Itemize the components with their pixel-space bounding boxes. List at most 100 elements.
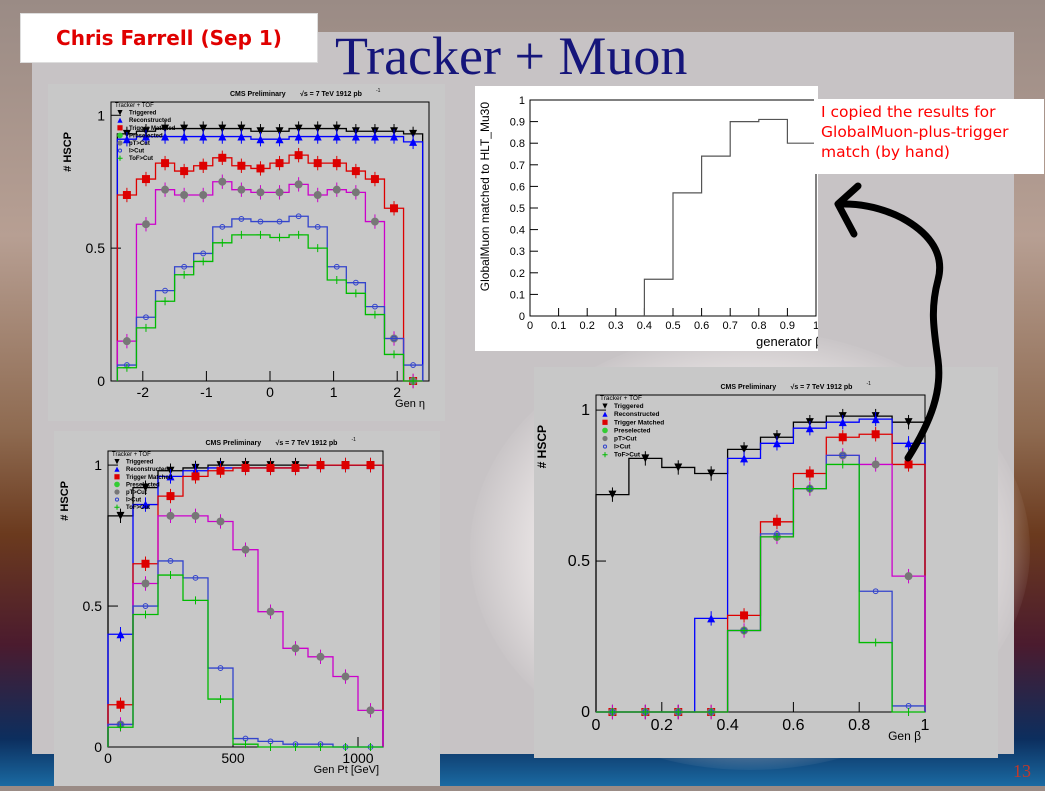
point-reconstructed (390, 132, 399, 141)
point-tof-cut (707, 708, 716, 716)
point-triggered (602, 403, 608, 409)
point-trigger-matched (602, 419, 608, 425)
plot-energy: √s = 7 TeV 1912 pb (276, 439, 338, 447)
point-triggered (707, 469, 716, 478)
point-reconstructed (161, 132, 170, 141)
point-reconstructed (370, 132, 379, 141)
x-tick-label: 0.6 (694, 320, 709, 332)
y-tick-label: 0.5 (86, 240, 106, 256)
point-pt-cut (256, 188, 265, 197)
y-axis-label: GlobalMuon matched to HLT_Mu30 (478, 102, 492, 292)
point-i-cut (192, 574, 199, 581)
point-triggered (116, 511, 125, 520)
point-i-cut (114, 497, 120, 502)
point-i-cut (143, 314, 149, 321)
histo-tof-cut (107, 574, 383, 748)
legend-title: Tracker + TOF (112, 452, 151, 458)
point-tof-cut (191, 596, 200, 605)
point-triggered (161, 124, 170, 133)
point-triggered (740, 445, 749, 454)
point-trigger-matched (122, 191, 131, 199)
x-tick-label: 2 (393, 384, 401, 400)
histo-i-cut (107, 560, 383, 748)
point-reconstructed (114, 466, 120, 472)
eta-plot: CMS Preliminary √s = 7 TeV 1912 pb -1 0 0.5 1… (48, 84, 445, 421)
point-tof-cut (122, 363, 131, 372)
point-pt-cut (180, 191, 189, 199)
point-reconstructed (256, 135, 265, 144)
point-trigger-matched (141, 175, 150, 184)
point-triggered (608, 490, 617, 499)
point-reconstructed (332, 132, 341, 141)
point-reconstructed (275, 135, 284, 144)
x-tick-label: 0.2 (580, 320, 595, 332)
point-triggered (313, 124, 322, 133)
x-tick-label: 0 (592, 717, 601, 734)
point-reconstructed (602, 411, 608, 417)
point-tof-cut (275, 233, 284, 242)
point-pt-cut (114, 489, 120, 495)
pt-plot-canvas: CMS Preliminary √s = 7 TeV 1912 pb -1 0 0.5 1… (59, 437, 384, 776)
point-reconstructed (772, 439, 781, 448)
point-trigger-matched (294, 151, 303, 160)
point-i-cut (181, 263, 188, 270)
point-reconstructed (838, 418, 847, 427)
point-trigger-matched (266, 463, 275, 472)
y-tick-label: 1 (94, 457, 102, 473)
point-i-cut (839, 452, 846, 459)
point-tof-cut (161, 297, 170, 306)
point-trigger-matched (275, 159, 284, 168)
y-tick-label: 0 (94, 739, 102, 755)
point-tof-cut (370, 310, 379, 319)
legend-entry: ToF>Cut (614, 452, 641, 459)
arrow-stroke (840, 200, 944, 462)
y-tick-label: 0.3 (510, 246, 525, 258)
point-i-cut (162, 287, 168, 294)
point-triggered (275, 127, 284, 136)
point-tof-cut (166, 571, 175, 580)
point-pt-cut (904, 572, 913, 581)
point-reconstructed (740, 454, 749, 463)
plot-energy-exp: -1 (376, 88, 381, 94)
y-tick-label: 0.8 (510, 138, 525, 150)
point-trigger-matched (191, 472, 200, 481)
point-tof-cut (871, 638, 880, 647)
point-tof-cut (114, 504, 120, 510)
point-tof-cut (772, 532, 781, 541)
histo-tof-cut (596, 463, 925, 713)
hand-drawn-arrow (834, 182, 944, 462)
point-triggered (180, 124, 189, 133)
point-tof-cut (256, 230, 265, 239)
plot-energy-exp: -1 (352, 437, 357, 443)
point-trigger-matched (256, 164, 265, 173)
point-pt-cut (237, 185, 246, 194)
annotation-text: I copied the results for GlobalMuon-plus… (821, 103, 1009, 161)
point-tof-cut (117, 155, 123, 161)
point-triggered (237, 124, 246, 133)
point-triggered (117, 110, 123, 116)
point-triggered (256, 127, 265, 136)
plot-energy: √s = 7 TeV 1912 pb (791, 383, 853, 391)
x-tick-label: 0.6 (782, 717, 804, 734)
point-tof-cut (740, 626, 749, 635)
point-reconstructed (141, 132, 150, 141)
point-tof-cut (805, 484, 814, 493)
point-tof-cut (332, 276, 341, 285)
legend-entry: pT>Cut (614, 436, 637, 443)
point-i-cut (295, 213, 302, 220)
point-pt-cut (275, 188, 284, 197)
x-tick-label: 1 (921, 717, 930, 734)
y-tick-label: 0.5 (568, 553, 590, 570)
point-i-cut (333, 263, 340, 270)
legend-entry: Reconstructed (129, 118, 171, 124)
y-tick-label: 0 (97, 373, 105, 389)
slide-title: Tracker + Muon (335, 26, 688, 86)
legend-entry: Trigger Matched (126, 475, 173, 481)
point-reconstructed (117, 117, 123, 123)
point-tof-cut (241, 740, 250, 749)
point-triggered (141, 483, 150, 492)
point-reconstructed (199, 132, 208, 141)
point-trigger-matched (199, 161, 208, 170)
point-reconstructed (871, 415, 880, 424)
point-i-cut (602, 444, 608, 449)
